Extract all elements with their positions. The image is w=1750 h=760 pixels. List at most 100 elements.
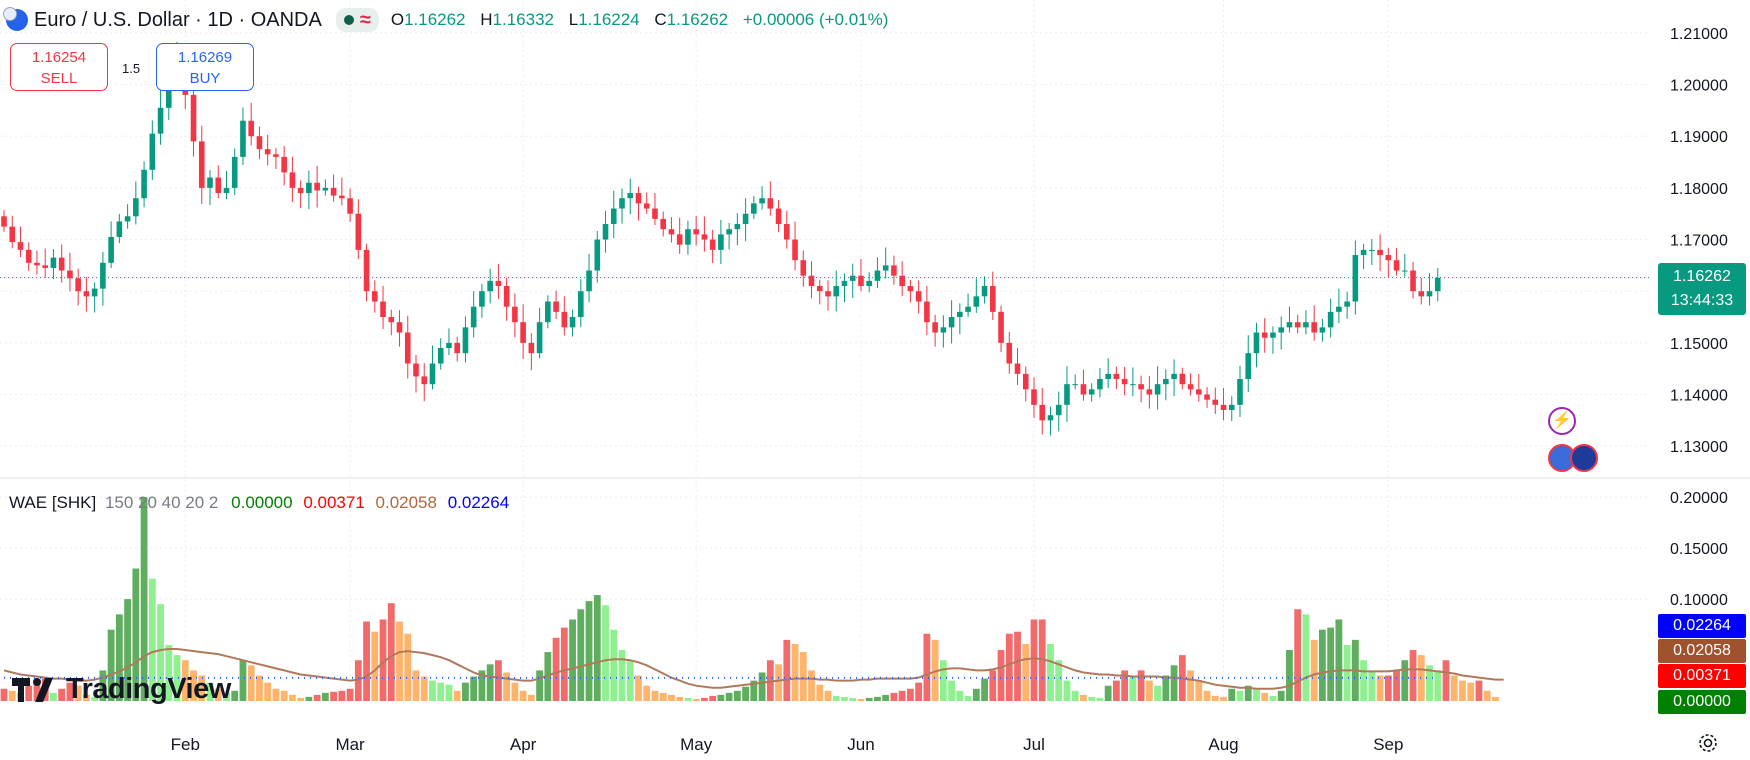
candle-body xyxy=(1434,277,1441,292)
price-axis-label: 1.19000 xyxy=(1670,129,1728,146)
wae-bar xyxy=(165,644,173,701)
wae-bar xyxy=(832,695,840,701)
wae-bar xyxy=(1302,614,1310,701)
candle-body xyxy=(1072,384,1078,386)
event-eu-flag-icon[interactable] xyxy=(1570,444,1598,472)
wae-bar xyxy=(725,692,733,701)
wae-bar xyxy=(99,670,107,701)
candle-body xyxy=(281,156,287,173)
wae-bar xyxy=(66,682,74,701)
event-lightning-icon[interactable]: ⚡ xyxy=(1548,407,1576,435)
wae-bar xyxy=(1286,650,1293,701)
wae-bar xyxy=(256,675,263,701)
wae-bar xyxy=(552,637,560,701)
candle-body xyxy=(339,195,345,199)
candle-body xyxy=(413,363,419,377)
candle-body xyxy=(215,177,222,194)
candle-body xyxy=(643,203,650,209)
wae-bar xyxy=(387,603,395,701)
wae-bar xyxy=(247,665,255,701)
indicator-legend[interactable]: WAE [SHK] 150 20 40 20 2 0.00000 0.00371… xyxy=(9,493,509,513)
candle-body xyxy=(479,291,485,307)
candle-body xyxy=(545,301,551,323)
wae-bar xyxy=(462,682,469,701)
candle-body xyxy=(1220,404,1227,411)
candle-body xyxy=(1212,399,1219,405)
indicator-value-2: 0.00371 xyxy=(303,493,365,512)
candle-body xyxy=(404,332,411,364)
symbol-title[interactable]: Euro / U.S. Dollar · 1D · OANDA xyxy=(34,8,322,31)
tradingview-logo[interactable]: TradingView xyxy=(12,671,231,707)
buy-label: BUY xyxy=(189,70,221,87)
market-status-pill[interactable]: ≈ xyxy=(335,8,379,32)
candle-body xyxy=(83,291,90,297)
candle-body xyxy=(133,198,139,217)
candle-body xyxy=(495,280,502,287)
wae-bar xyxy=(396,621,403,701)
wae-tag-trend-down: 0.00371 xyxy=(1658,664,1746,688)
price-axis-label: 1.18000 xyxy=(1670,181,1728,198)
buy-button[interactable]: 1.16269 BUY xyxy=(156,43,254,91)
candle-body xyxy=(462,327,469,354)
wae-bar xyxy=(519,690,527,701)
event-us-flag-icon[interactable] xyxy=(1548,444,1576,472)
candle-body xyxy=(429,363,436,385)
candle-body xyxy=(355,213,362,250)
candle-body xyxy=(198,141,205,188)
wae-bar xyxy=(231,690,239,701)
candle-body xyxy=(1088,389,1095,395)
wae-bar xyxy=(560,627,568,701)
indicator-params: 150 20 40 20 2 xyxy=(104,493,219,512)
wae-bar xyxy=(915,682,923,701)
candle-body xyxy=(899,275,905,287)
time-axis-label: Mar xyxy=(335,735,365,754)
candle-body xyxy=(1039,404,1046,421)
time-axis-label: Apr xyxy=(510,735,537,754)
candle-body xyxy=(882,265,889,271)
settings-gear-icon[interactable] xyxy=(1697,732,1719,754)
price-axis-label: 1.21000 xyxy=(1670,26,1728,43)
candle-body xyxy=(124,216,131,222)
candle-body xyxy=(1418,291,1425,297)
wae-bar xyxy=(1121,670,1129,701)
ohlc-high-label: H xyxy=(480,10,493,29)
wae-bar xyxy=(1483,690,1491,701)
wae-bar xyxy=(58,688,66,701)
candle-body xyxy=(990,286,996,312)
wae-bar xyxy=(321,692,329,701)
wae-bar xyxy=(684,697,692,701)
candle-body xyxy=(347,198,353,214)
candle-body xyxy=(767,198,774,209)
candle-body xyxy=(1,216,7,227)
candle-body xyxy=(1121,379,1128,385)
candle-body xyxy=(907,286,914,292)
candle-body xyxy=(1286,322,1293,328)
wae-bar xyxy=(1376,675,1384,701)
ohlc-close: 1.16262 xyxy=(666,10,729,29)
candle-body xyxy=(1187,384,1194,390)
candle-body xyxy=(1064,384,1070,405)
wae-bar xyxy=(115,614,123,701)
candle-body xyxy=(825,291,831,297)
candle-body xyxy=(553,301,559,312)
time-axis-label: Jul xyxy=(1023,735,1045,754)
candle-body xyxy=(256,136,263,150)
candle-body xyxy=(751,203,757,214)
wae-bar xyxy=(989,670,997,701)
wae-bar xyxy=(1467,682,1475,701)
wae-bar xyxy=(305,696,313,701)
wae-bar xyxy=(1195,680,1203,701)
wae-bar xyxy=(1450,675,1458,701)
wae-bar xyxy=(1310,639,1318,701)
sell-button[interactable]: 1.16254 SELL xyxy=(10,43,108,91)
wae-bar xyxy=(1253,688,1260,701)
wae-bar xyxy=(289,694,296,701)
wae-bar xyxy=(1492,696,1499,701)
wae-bar xyxy=(404,633,412,701)
candle-body xyxy=(58,257,65,271)
candle-body xyxy=(1146,389,1153,395)
ohlc-low-label: L xyxy=(568,10,579,29)
wae-bar xyxy=(1401,660,1409,701)
candle-body xyxy=(1385,255,1392,261)
